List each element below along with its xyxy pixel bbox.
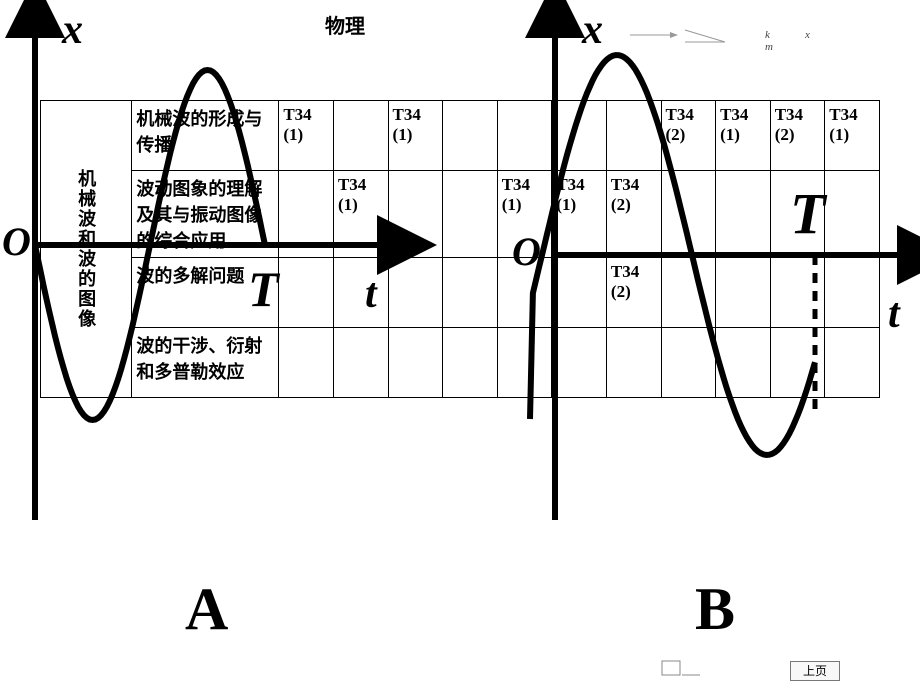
prev-page-button[interactable]: 上页 <box>790 661 840 681</box>
data-cell <box>661 171 716 258</box>
data-cell: T34 (2) <box>606 171 661 258</box>
data-cell <box>716 328 771 398</box>
data-cell: T34 (2) <box>770 101 825 171</box>
data-cell <box>552 328 607 398</box>
data-cell <box>388 171 443 258</box>
data-cell <box>279 258 334 328</box>
svg-text:k: k <box>765 29 771 41</box>
section-label: 机械波和波的图像 <box>41 101 132 398</box>
data-cell: T34 (1) <box>716 101 771 171</box>
data-cell <box>825 171 880 258</box>
data-cell <box>443 328 498 398</box>
data-cell <box>443 101 498 171</box>
data-cell <box>552 101 607 171</box>
graphB-period-label: T <box>790 180 825 247</box>
graphB-label: B <box>695 575 735 644</box>
data-cell <box>333 101 388 171</box>
data-cell <box>497 101 552 171</box>
data-cell: T34 (1) <box>388 101 443 171</box>
header-decor: k x m <box>630 20 850 50</box>
data-cell: T34 (1) <box>279 101 334 171</box>
data-cell: T34 (1) <box>552 171 607 258</box>
data-cell <box>497 328 552 398</box>
data-cell <box>333 328 388 398</box>
data-cell <box>279 171 334 258</box>
data-cell <box>388 328 443 398</box>
graphA-origin: O <box>2 218 31 265</box>
data-cell: T34 (1) <box>333 171 388 258</box>
data-cell <box>388 258 443 328</box>
page-title: 物理 <box>325 10 365 39</box>
data-cell <box>661 258 716 328</box>
graphA-period-label: T <box>248 260 279 318</box>
data-cell <box>333 258 388 328</box>
data-cell <box>606 328 661 398</box>
graphA-label: A <box>185 575 228 644</box>
data-cell <box>770 328 825 398</box>
topic-grid-table: 机械波和波的图像机械波的形成与传播T34 (1)T34 (1)T34 (2)T3… <box>40 100 880 398</box>
svg-text:x: x <box>804 29 810 41</box>
data-cell: T34 (1) <box>825 101 880 171</box>
data-cell <box>606 101 661 171</box>
data-cell <box>443 258 498 328</box>
graphB-y-label: x <box>582 6 603 54</box>
graphB-x-label: t <box>888 290 900 338</box>
data-cell: T34 (2) <box>661 101 716 171</box>
svg-text:m: m <box>765 41 773 50</box>
data-cell <box>552 258 607 328</box>
topic-cell: 波动图象的理解及其与振动图像的综合应用 <box>132 171 279 258</box>
data-cell <box>825 258 880 328</box>
graphA-y-label: x <box>62 6 83 54</box>
topic-cell: 波的干涉、衍射和多普勒效应 <box>132 328 279 398</box>
data-cell <box>770 258 825 328</box>
graphB-origin: O <box>512 228 541 275</box>
data-cell <box>716 171 771 258</box>
data-cell <box>716 258 771 328</box>
data-cell <box>443 171 498 258</box>
graphA-x-label: t <box>365 270 377 318</box>
data-cell <box>279 328 334 398</box>
data-cell <box>661 328 716 398</box>
topic-cell: 机械波的形成与传播 <box>132 101 279 171</box>
data-cell: T34 (2) <box>606 258 661 328</box>
data-cell <box>825 328 880 398</box>
